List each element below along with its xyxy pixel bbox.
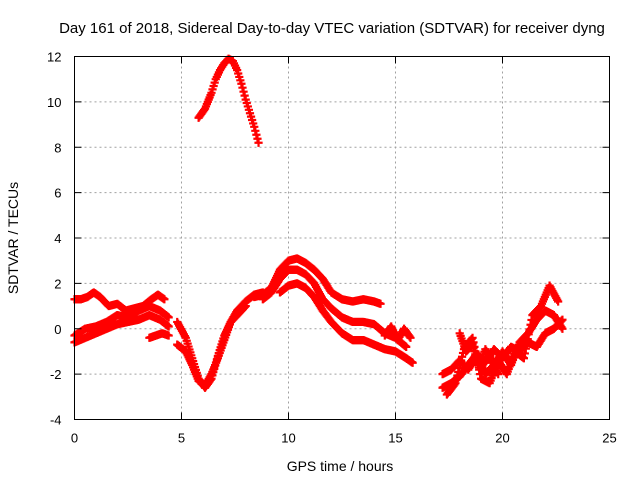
x-tick-label: 20 [495,431,509,446]
axis-ticks [74,56,610,420]
series-track-11 [380,322,415,345]
series-track-10 [275,279,417,367]
data-point [402,342,411,351]
series-track-7 [194,54,263,147]
data-points [70,54,567,399]
data-point [376,299,385,308]
data-point [494,370,503,379]
grid [74,56,610,420]
x-tick-label: 10 [281,431,295,446]
y-tick-label: 2 [54,276,61,291]
data-point [164,331,173,340]
x-tick-label: 5 [178,431,185,446]
data-point [408,358,417,367]
series-track-9 [258,265,411,351]
data-point [164,313,173,322]
y-tick-label: 10 [47,95,61,110]
data-point [406,333,415,342]
y-tick-label: 6 [54,186,61,201]
x-tick-label: 0 [71,431,78,446]
y-tick-label: 12 [47,50,61,65]
y-tick-label: 4 [54,231,61,246]
series-track-4 [145,329,173,342]
data-point [558,324,567,333]
chart-title: Day 161 of 2018, Sidereal Day-to-day VTE… [59,20,605,37]
data-point [241,301,250,311]
x-tick-label: 15 [388,431,402,446]
data-point [254,138,263,147]
x-axis-label: GPS time / hours [287,458,394,474]
tick-labels: 0 5 10 15 20 25 -4 -2 0 2 4 6 8 10 12 [47,50,617,446]
series-track-3 [70,311,173,347]
y-tick-label: -4 [50,413,62,428]
series-track-2 [70,301,173,340]
series-track-15 [455,329,503,379]
data-point [160,295,169,304]
data-point [164,322,173,331]
x-tick-label: 25 [602,431,616,446]
data-point [554,297,563,306]
y-axis-label: SDTVAR / TECUs [5,182,21,294]
y-tick-label: 0 [54,322,61,337]
y-tick-label: -2 [50,367,62,382]
series-track-6 [173,301,250,392]
y-tick-label: 8 [54,140,61,155]
